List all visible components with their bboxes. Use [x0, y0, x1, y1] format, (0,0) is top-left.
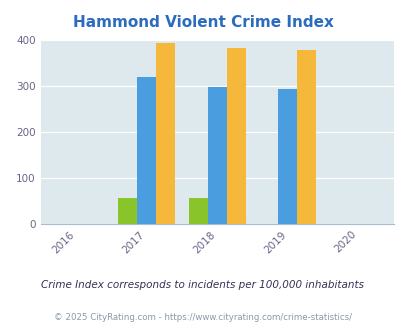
- Text: Hammond Violent Crime Index: Hammond Violent Crime Index: [72, 15, 333, 30]
- Text: Crime Index corresponds to incidents per 100,000 inhabitants: Crime Index corresponds to incidents per…: [41, 280, 364, 290]
- Bar: [118, 198, 137, 224]
- Bar: [207, 87, 226, 224]
- Bar: [156, 43, 175, 224]
- Bar: [137, 77, 156, 224]
- Bar: [226, 48, 245, 224]
- Legend: Hammond, Wisconsin, National: Hammond, Wisconsin, National: [60, 327, 373, 330]
- Bar: [278, 89, 296, 224]
- Bar: [296, 50, 315, 224]
- Text: © 2025 CityRating.com - https://www.cityrating.com/crime-statistics/: © 2025 CityRating.com - https://www.city…: [54, 313, 351, 322]
- Bar: [188, 198, 207, 224]
